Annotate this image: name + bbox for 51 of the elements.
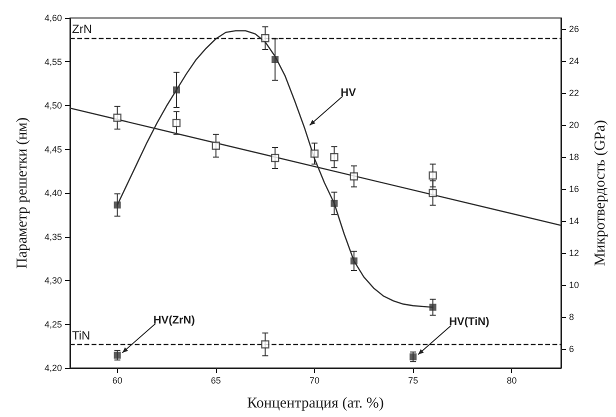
x-axis-title: Концентрация (ат. %)	[247, 396, 384, 412]
y-tick-label: 4,20	[44, 363, 62, 373]
y2-tick-label: 22	[569, 88, 580, 98]
x-tick-label: 60	[112, 376, 122, 386]
point	[114, 201, 121, 208]
y-tick-label: 4,45	[44, 144, 62, 154]
annotation: HV(TiN)	[449, 316, 490, 328]
point	[272, 56, 279, 64]
x-tick-label: 80	[506, 376, 517, 386]
point	[261, 34, 270, 42]
point	[330, 200, 338, 207]
y2-tick-label: 6	[569, 344, 574, 354]
annotation: HV	[340, 86, 357, 99]
y2-tick-label: 8	[569, 312, 574, 322]
point	[114, 352, 121, 359]
point	[428, 188, 437, 198]
y-tick-label: 4,50	[44, 100, 62, 110]
y2-tick-label: 26	[569, 24, 580, 34]
y-axis-title: Параметр решетки (нм)	[14, 117, 30, 269]
y-tick-label: 4,25	[44, 319, 62, 330]
point	[270, 154, 280, 162]
point	[410, 353, 417, 360]
x-tick-label: 65	[210, 376, 221, 386]
ref-line-label: TiN	[72, 328, 90, 342]
y2-tick-label: 16	[569, 184, 580, 194]
point	[350, 172, 358, 180]
y-tick-label: 4,40	[44, 188, 62, 198]
point	[429, 304, 436, 311]
point	[172, 118, 181, 128]
y2-tick-label: 10	[569, 280, 580, 290]
y2-tick-label: 14	[569, 216, 580, 226]
point	[212, 142, 220, 150]
y2-tick-label: 24	[569, 56, 580, 66]
point	[330, 153, 338, 162]
ref-line-label: ZrN	[72, 22, 92, 36]
point	[113, 114, 122, 122]
y2-tick-label: 12	[569, 248, 580, 258]
y2-tick-label: 18	[569, 152, 580, 162]
y2-tick-label: 20	[569, 120, 580, 130]
x-tick-label: 70	[310, 376, 320, 386]
point	[172, 86, 180, 94]
y-tick-label: 4,55	[44, 56, 62, 67]
y-tick-label: 4,30	[44, 276, 62, 286]
point	[350, 257, 358, 264]
point	[310, 150, 319, 158]
annotation: HV(ZrN)	[153, 314, 196, 326]
x-tick-label: 75	[408, 376, 418, 386]
point	[261, 340, 270, 348]
y-tick-label: 4,35	[44, 232, 62, 242]
y2-axis-title: Микротвердость (GPa)	[592, 120, 608, 266]
y-tick-label: 4,60	[44, 13, 62, 23]
